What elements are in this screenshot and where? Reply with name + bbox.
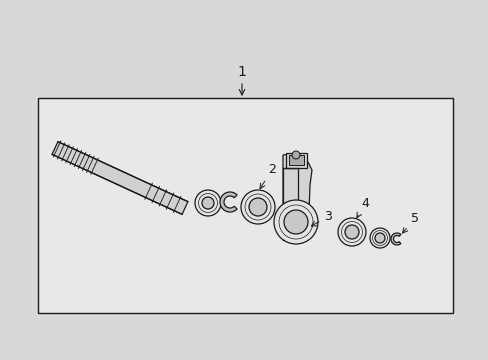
Circle shape bbox=[284, 210, 307, 234]
Circle shape bbox=[202, 197, 214, 209]
Polygon shape bbox=[285, 153, 306, 168]
Circle shape bbox=[273, 200, 317, 244]
Circle shape bbox=[195, 190, 221, 216]
Circle shape bbox=[241, 190, 274, 224]
Circle shape bbox=[337, 218, 365, 246]
Circle shape bbox=[248, 198, 266, 216]
Circle shape bbox=[345, 225, 358, 239]
Polygon shape bbox=[283, 168, 297, 240]
Text: 4: 4 bbox=[356, 197, 368, 218]
Text: 3: 3 bbox=[311, 210, 331, 226]
Polygon shape bbox=[52, 141, 187, 214]
Text: 5: 5 bbox=[402, 212, 418, 233]
Circle shape bbox=[291, 151, 299, 159]
Polygon shape bbox=[220, 192, 237, 212]
Circle shape bbox=[369, 228, 389, 248]
Polygon shape bbox=[283, 153, 311, 240]
Text: 2: 2 bbox=[260, 163, 275, 189]
Text: 1: 1 bbox=[237, 65, 246, 79]
Bar bbox=[288, 155, 304, 165]
Polygon shape bbox=[390, 233, 400, 245]
Circle shape bbox=[374, 233, 384, 243]
Bar bbox=[38, 98, 452, 313]
